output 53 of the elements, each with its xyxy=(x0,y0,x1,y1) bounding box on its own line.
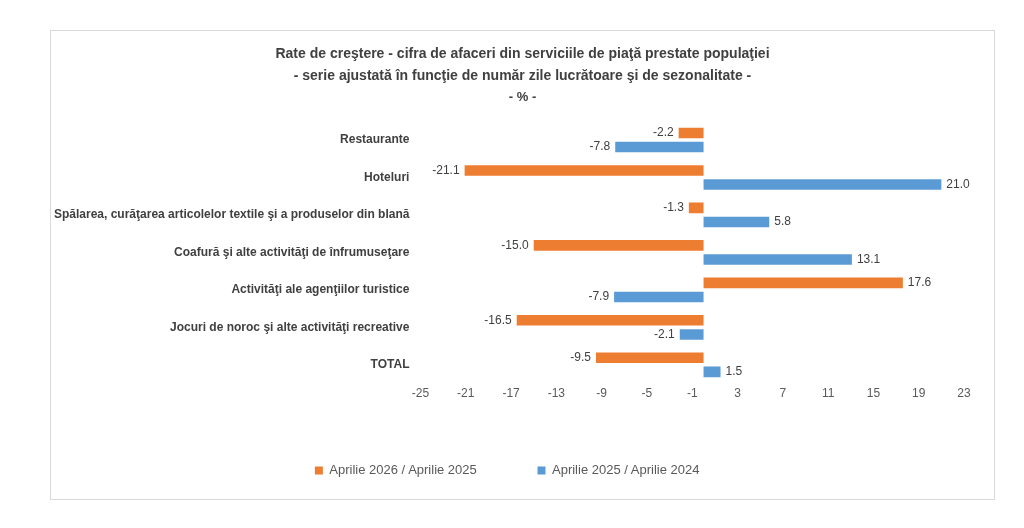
x-tick-label: -1 xyxy=(686,386,698,401)
chart-title: Rate de creştere - cifra de afaceri din serviciile de piaţă prestate populaţiei xyxy=(274,45,771,61)
y-tick-label: Activităţi ale agenţiilor turistice xyxy=(231,282,410,297)
x-tick-label: -9 xyxy=(596,386,608,401)
data-label: -16.5 xyxy=(484,312,513,327)
bar xyxy=(688,202,704,214)
data-label: 17.6 xyxy=(907,275,932,290)
y-tick-label: TOTAL xyxy=(370,357,410,372)
bar xyxy=(615,141,704,153)
data-label: -2.1 xyxy=(654,326,676,341)
y-tick-label: Coafură şi alte activităţi de înfrumuseţare xyxy=(174,244,410,259)
x-tick-label: 3 xyxy=(734,386,742,401)
x-tick-label: 7 xyxy=(779,386,787,401)
x-tick-label: 19 xyxy=(912,386,926,401)
bar xyxy=(703,216,770,228)
bar xyxy=(679,329,704,340)
x-tick-label: 11 xyxy=(821,386,835,401)
data-label: 13.1 xyxy=(856,251,881,266)
data-label: -21.1 xyxy=(432,162,460,177)
data-label: 1.5 xyxy=(725,364,743,379)
data-label: 5.8 xyxy=(774,214,792,229)
x-tick-label: -5 xyxy=(641,386,653,401)
data-label: -15.0 xyxy=(501,237,530,252)
x-tick-label: -17 xyxy=(502,386,521,401)
bar xyxy=(614,291,704,303)
x-tick-label: 23 xyxy=(957,386,971,401)
bar xyxy=(703,254,852,265)
chart-subtitle: - serie ajustată în funcţie de număr zile lucrătoare şi de sezonalitate - xyxy=(292,67,753,83)
bar xyxy=(678,127,704,139)
data-label: -2.2 xyxy=(652,125,674,140)
data-label: -7.9 xyxy=(588,289,610,304)
legend-label: Aprilie 2026 / Aprilie 2025 xyxy=(329,462,477,478)
y-tick-label: Spălarea, curăţarea articolelor textile şi a produselor din blană xyxy=(54,207,410,222)
y-tick-label: Jocuri de noroc şi alte activităţi recreative xyxy=(170,319,410,334)
x-tick-label: -13 xyxy=(547,386,566,401)
y-tick-label: Hoteluri xyxy=(364,169,410,184)
y-tick-label: Restaurante xyxy=(340,132,410,147)
bar xyxy=(703,366,721,378)
bar xyxy=(516,315,704,326)
bar xyxy=(533,240,704,251)
data-label: -9.5 xyxy=(570,350,592,365)
bar xyxy=(595,352,704,364)
text: - % - xyxy=(507,89,538,104)
x-tick-label: 15 xyxy=(866,386,881,401)
legend-label: Aprilie 2025 / Aprilie 2024 xyxy=(552,462,700,478)
bar xyxy=(464,165,704,176)
data-label: -7.8 xyxy=(589,139,611,154)
bar xyxy=(703,277,903,289)
data-label: 21.0 xyxy=(946,176,971,191)
data-label: -1.3 xyxy=(663,200,685,215)
bar xyxy=(703,179,942,190)
x-tick-label: -21 xyxy=(457,386,475,401)
x-tick-label: -25 xyxy=(411,386,430,401)
